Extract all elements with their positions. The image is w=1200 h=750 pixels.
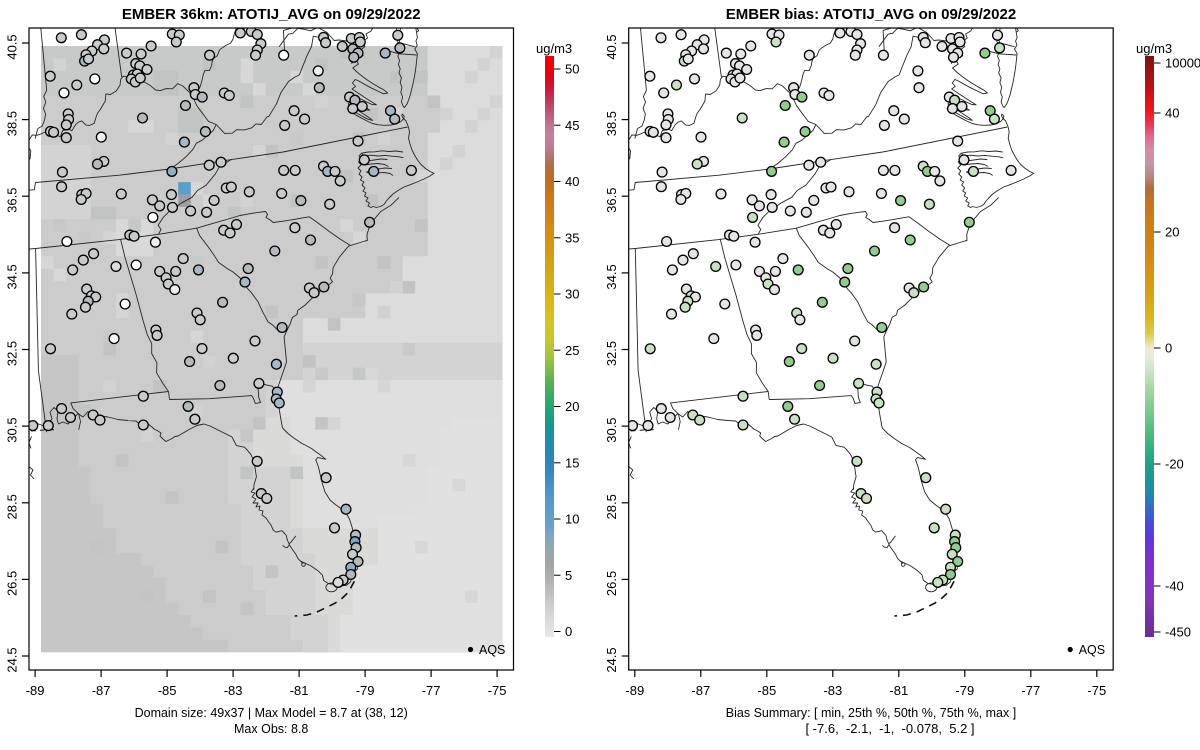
svg-text:-77: -77 (1021, 683, 1040, 698)
svg-text:-75: -75 (1087, 683, 1106, 698)
svg-text:34.5: 34.5 (604, 264, 619, 289)
svg-text:-40: -40 (1165, 579, 1184, 594)
svg-text:40.5: 40.5 (604, 34, 619, 59)
svg-text:28.5: 28.5 (5, 494, 20, 519)
svg-text:0: 0 (565, 624, 572, 639)
svg-text:32.5: 32.5 (604, 341, 619, 366)
svg-text:15: 15 (565, 455, 579, 470)
svg-text:-87: -87 (691, 683, 710, 698)
svg-text:25: 25 (565, 343, 579, 358)
svg-text:30: 30 (565, 287, 579, 302)
svg-text:30.5: 30.5 (604, 417, 619, 442)
svg-text:40.5: 40.5 (5, 34, 20, 59)
svg-text:0: 0 (1165, 341, 1172, 356)
svg-text:20: 20 (565, 399, 579, 414)
svg-text:-81: -81 (889, 683, 908, 698)
svg-text:28.5: 28.5 (604, 494, 619, 519)
svg-text:40: 40 (565, 174, 579, 189)
svg-text:AQS: AQS (479, 643, 505, 657)
svg-text:-20: -20 (1165, 457, 1184, 472)
svg-text:-87: -87 (92, 683, 111, 698)
svg-text:-79: -79 (955, 683, 974, 698)
svg-text:Domain size: 49x37 | Max Model: Domain size: 49x37 | Max Model = 8.7 at … (135, 706, 408, 720)
svg-text:-83: -83 (823, 683, 842, 698)
svg-text:32.5: 32.5 (5, 341, 20, 366)
svg-text:Max Obs: 8.8: Max Obs: 8.8 (234, 722, 308, 736)
svg-text:-89: -89 (26, 683, 45, 698)
svg-text:EMBER 36km: ATOTIJ_AVG on 09/2: EMBER 36km: ATOTIJ_AVG on 09/29/2022 (122, 6, 421, 23)
svg-text:-85: -85 (757, 683, 776, 698)
svg-text:26.5: 26.5 (5, 571, 20, 596)
svg-text:EMBER bias: ATOTIJ_AVG on 09/2: EMBER bias: ATOTIJ_AVG on 09/29/2022 (726, 6, 1016, 23)
svg-text:34.5: 34.5 (5, 264, 20, 289)
svg-text:40: 40 (1165, 106, 1179, 121)
svg-text:Bias Summary: [ min, 25th %, 5: Bias Summary: [ min, 25th %, 50th %, 75t… (726, 706, 1016, 720)
svg-text:30.5: 30.5 (5, 417, 20, 442)
svg-text:-81: -81 (290, 683, 309, 698)
svg-text:36.5: 36.5 (5, 188, 20, 213)
svg-text:AQS: AQS (1079, 643, 1105, 657)
svg-text:ug/m3: ug/m3 (1136, 41, 1172, 56)
svg-text:ug/m3: ug/m3 (536, 41, 572, 56)
svg-text:5: 5 (565, 568, 572, 583)
svg-text:-75: -75 (488, 683, 507, 698)
svg-text:-89: -89 (625, 683, 644, 698)
svg-text:-450: -450 (1165, 625, 1191, 640)
svg-text:24.5: 24.5 (604, 647, 619, 672)
svg-text:36.5: 36.5 (604, 188, 619, 213)
svg-text:10: 10 (565, 512, 579, 527)
svg-text:26.5: 26.5 (604, 571, 619, 596)
svg-text:24.5: 24.5 (5, 647, 20, 672)
svg-text:45: 45 (565, 118, 579, 133)
svg-text:[ -7.6, -2.1, -1, -0.078,: [ -7.6, -2.1, -1, -0.078, 5.2 ] (805, 721, 974, 736)
svg-text:38.5: 38.5 (604, 111, 619, 136)
svg-text:35: 35 (565, 230, 579, 245)
svg-text:-77: -77 (422, 683, 441, 698)
svg-text:50: 50 (565, 62, 579, 77)
svg-text:-85: -85 (158, 683, 177, 698)
svg-text:38.5: 38.5 (5, 111, 20, 136)
svg-text:10000: 10000 (1165, 56, 1200, 71)
svg-text:-83: -83 (224, 683, 243, 698)
svg-text:-79: -79 (356, 683, 375, 698)
svg-text:20: 20 (1165, 225, 1179, 240)
